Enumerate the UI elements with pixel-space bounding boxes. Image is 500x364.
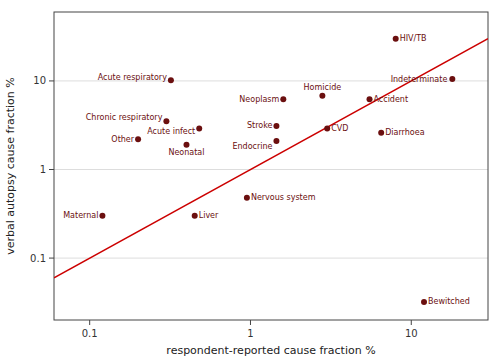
point-label: Maternal (63, 211, 98, 220)
x-axis-label: respondent-reported cause fraction % (166, 344, 375, 357)
x-tick (89, 320, 90, 325)
x-tick-label: 1 (247, 328, 253, 339)
plot-area (54, 36, 488, 305)
y-tick-label: 10 (33, 75, 46, 86)
point (192, 213, 198, 219)
chart-container: 0.1 1 10 0.1 1 10 respondent-reported cause fr… (0, 0, 500, 364)
plot-frame (54, 12, 488, 320)
point (168, 77, 174, 83)
point-label: Nervous system (251, 193, 316, 202)
grid (54, 81, 488, 258)
point (324, 126, 330, 132)
grid-line (54, 258, 488, 259)
y-tick (49, 169, 54, 170)
point (196, 126, 202, 132)
point (163, 118, 169, 124)
point-label: Bewitched (428, 297, 470, 306)
point (183, 142, 189, 148)
x-tick (411, 320, 412, 325)
point-label: Indeterminate (391, 75, 448, 84)
point-label: Acute respiratory (98, 73, 167, 82)
point-label: Neonatal (168, 148, 204, 157)
point-label: Endocrine (232, 142, 272, 151)
point-label: Homicide (304, 83, 342, 92)
y-tick (49, 258, 54, 259)
point (280, 96, 286, 102)
point-label: Diarrhoea (385, 128, 424, 137)
point-label: CVD (331, 124, 348, 133)
point-label: Liver (199, 211, 219, 220)
point-label: Other (111, 135, 134, 144)
point (135, 136, 141, 142)
point (393, 36, 399, 42)
point (273, 123, 279, 129)
point (273, 138, 279, 144)
y-axis-label: verbal autopsy cause fraction % (4, 77, 17, 255)
point-label: Acute infect (147, 127, 195, 136)
point (244, 195, 250, 201)
y-tick-label: 0.1 (30, 253, 46, 264)
point-label: Stroke (247, 121, 273, 130)
axis-ticks: 0.1 1 10 0.1 1 10 (30, 75, 418, 339)
lines (54, 39, 488, 278)
grid-line (54, 169, 488, 170)
point (367, 96, 373, 102)
y-tick-label: 1 (40, 164, 46, 175)
equivalence-line (54, 39, 488, 278)
point (378, 130, 384, 136)
x-tick (250, 320, 251, 325)
point-label: HIV/TB (400, 34, 427, 43)
point-label: Accident (374, 95, 409, 104)
x-tick-label: 10 (405, 328, 418, 339)
point (99, 213, 105, 219)
point-label: Neoplasm (239, 95, 279, 104)
point-label: Chronic respiratory (86, 113, 163, 122)
x-tick-label: 0.1 (82, 328, 98, 339)
point (319, 93, 325, 99)
y-tick (49, 80, 54, 81)
point-labels: HIV/TB Indeterminate Acute respiratory Neop… (63, 34, 470, 306)
chart: 0.1 1 10 0.1 1 10 respondent-reported cause fr… (0, 0, 500, 364)
point (449, 76, 455, 82)
point (421, 299, 427, 305)
